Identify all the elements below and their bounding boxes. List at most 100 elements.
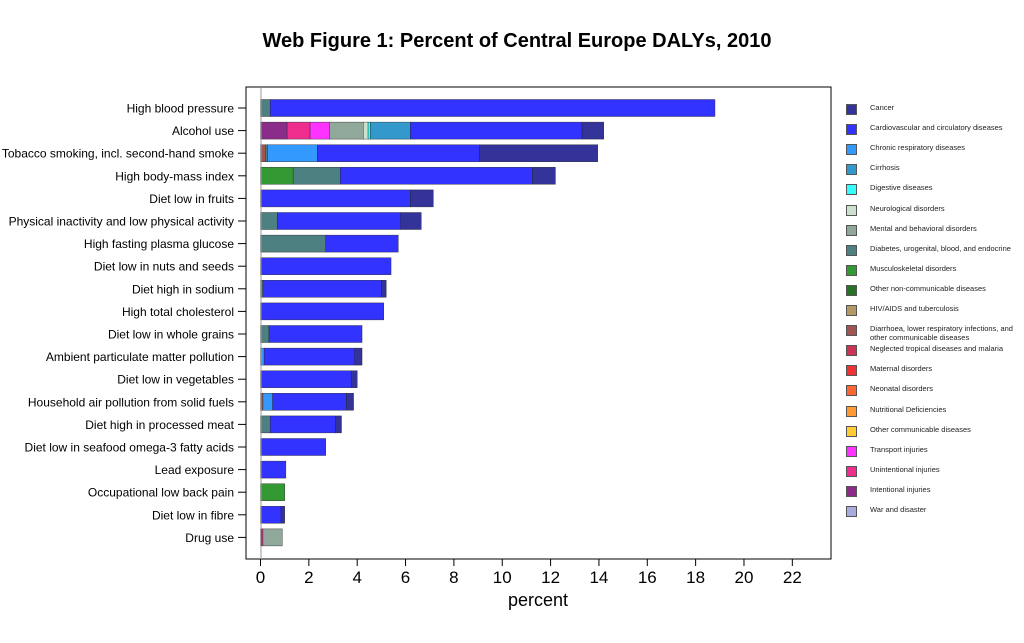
category-label: Diet high in processed meat [85,418,234,432]
category-label: Diet low in whole grains [108,328,234,342]
bar-segment-cancer [410,189,434,208]
legend-label: Maternal disorders [870,364,933,374]
legend-item-other-communicable-diseases: Other communicable diseases [846,424,1022,444]
bar-segment-cardiovascular-and-circulatory-diseases [260,438,326,456]
legend-label: Neonatal disorders [870,384,933,394]
legend-item-mental-and-behavioral-disorders: Mental and behavioral disorders [846,223,1022,243]
legend-label: Cardiovascular and circulatory diseases [870,123,1003,133]
bar-segment-cardiovascular-and-circulatory-diseases [277,212,401,230]
category-label: Diet high in sodium [132,282,234,296]
bar-segment-cardiovascular-and-circulatory-diseases [269,99,716,117]
bar-segment-cancer [581,121,604,140]
bar-segment-chronic-respiratory-diseases [262,393,273,411]
bar-segment-cancer [335,415,342,434]
x-tick-label: 20 [735,568,754,587]
legend-swatch [846,385,857,397]
bar-segment-diabetes-urogenital-blood-and-endocrine [292,167,341,185]
legend-item-nutritional-deficiencies: Nutritional Deficiencies [846,405,1022,424]
category-label: Diet low in fruits [149,192,234,206]
x-tick-label: 10 [493,568,512,587]
legend-swatch [846,224,857,236]
legend-swatch [846,506,857,517]
bar-segment-musculoskeletal-disorders [260,483,285,501]
legend-swatch [846,425,857,437]
bar-segment-cardiovascular-and-circulatory-diseases [260,370,352,388]
bar-segment-diabetes-urogenital-blood-and-endocrine [260,415,271,434]
bar-segment-cardiovascular-and-circulatory-diseases [260,460,287,479]
legend-swatch [846,485,857,497]
legend-item-neglected-tropical-diseases-and-malaria: Neglected tropical diseases and malaria [846,345,1022,363]
bar-segment-diabetes-urogenital-blood-and-endocrine [260,325,270,343]
legend-item-digestive-diseases: Digestive diseases [846,184,1022,202]
category-label: Occupational low back pain [88,486,234,500]
bar-segment-diabetes-urogenital-blood-and-endocrine [260,212,278,230]
legend-swatch [846,345,857,357]
category-label: High blood pressure [127,102,235,116]
bar-segment-cardiovascular-and-circulatory-diseases [272,393,347,411]
plot-frame [245,86,832,560]
bar-segment-cardiovascular-and-circulatory-diseases [268,325,363,343]
legend-label: HIV/AIDS and tuberculosis [870,304,959,313]
legend-swatch [846,124,857,136]
legend-label: Neurological disorders [870,203,945,213]
bar-segment-cancer [350,370,358,388]
legend-item-transport-injuries: Transport injuries [846,444,1022,464]
category-label: Diet low in nuts and seeds [94,260,234,274]
legend-item-war-and-disaster: War and disaster [846,505,1022,524]
category-label: Lead exposure [155,463,235,477]
legend-label: Cirrhosis [870,163,900,173]
legend-label: Intentional injuries [870,484,931,494]
category-label: High fasting plasma glucose [84,237,234,251]
bar-segment-transport-injuries [309,121,330,140]
bar-segment-cardiovascular-and-circulatory-diseases [260,302,384,321]
x-tick-label: 8 [449,568,458,587]
x-tick-label: 2 [304,568,313,587]
legend-item-diarrhoea-lower-respiratory-infections-and-other-communicable-diseases: Diarrhoea, lower respiratory infections,… [846,324,1022,343]
legend-label: Other communicable diseases [870,424,971,434]
legend-item-intentional-injuries: Intentional injuries [846,484,1022,504]
legend-item-neonatal-disorders: Neonatal disorders [846,385,1022,403]
legend-label: Musculoskeletal disorders [870,263,957,273]
legend-item-cancer: Cancer [846,103,1022,122]
x-tick-label: 4 [352,568,361,587]
bar-segment-unintentional-injuries [286,121,311,140]
legend-item-unintentional-injuries: Unintentional injuries [846,465,1022,484]
chart-title: Web Figure 1: Percent of Central Europe … [262,30,772,52]
x-tick-label: 0 [256,568,265,587]
category-label: Diet low in seafood omega-3 fatty acids [25,441,234,455]
legend-swatch [846,325,857,337]
category-label: Tobacco smoking, incl. second-hand smoke [2,147,234,161]
legend-item-musculoskeletal-disorders: Musculoskeletal disorders [846,263,1022,283]
legend-swatch [846,284,857,296]
bar-segment-mental-and-behavioral-disorders [329,121,364,140]
category-label: Household air pollution from solid fuels [28,395,234,409]
bar-segment-cirrhosis [370,121,411,140]
bar-segment-cancer [354,347,363,366]
legend-item-chronic-respiratory-diseases: Chronic respiratory diseases [846,144,1022,162]
bar-segment-cancer [280,506,285,524]
bar-segment-cancer [381,280,387,298]
category-label: Drug use [185,531,234,545]
bar-segment-cardiovascular-and-circulatory-diseases [260,189,411,208]
bar-segment-cardiovascular-and-circulatory-diseases [260,506,282,524]
legend-label: Neglected tropical diseases and malaria [870,344,1003,354]
legend-label: Diabetes, urogenital, blood, and endocri… [870,243,1011,253]
bar-segment-cancer [346,393,354,411]
legend-label: Mental and behavioral disorders [870,223,977,233]
legend-label: Transport injuries [870,444,928,454]
bar-segment-cancer [532,167,556,185]
bar-segment-diabetes-urogenital-blood-and-endocrine [260,234,326,253]
x-axis-label: percent [508,590,568,610]
x-tick-label: 14 [589,568,608,587]
legend-item-neurological-disorders: Neurological disorders [846,203,1022,223]
legend-label: Chronic respiratory diseases [870,143,966,153]
legend-swatch [846,305,857,316]
x-tick-label: 18 [686,568,705,587]
legend-item-hiv-aids-and-tuberculosis: HIV/AIDS and tuberculosis [846,304,1022,323]
legend-item-maternal-disorders: Maternal disorders [846,365,1022,383]
legend-swatch [846,465,857,477]
legend-item-cirrhosis: Cirrhosis [846,164,1022,182]
category-label: High body-mass index [115,169,234,183]
bar-segment-cardiovascular-and-circulatory-diseases [410,121,583,140]
